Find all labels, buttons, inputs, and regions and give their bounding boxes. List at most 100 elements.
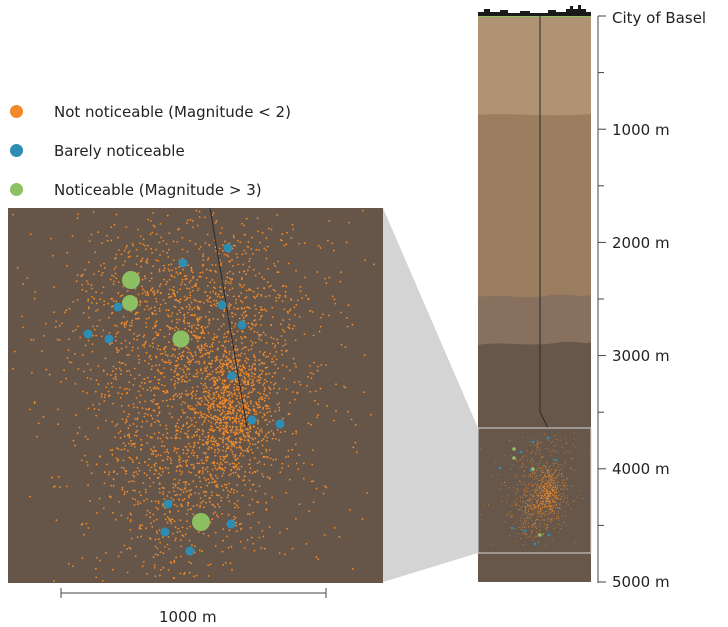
small-event-dot <box>216 379 218 381</box>
small-event-dot <box>185 461 188 464</box>
small-event-dot <box>199 506 201 508</box>
small-event-dot <box>206 459 208 462</box>
small-event-dot <box>211 427 213 430</box>
small-event-dot <box>551 505 552 507</box>
small-event-dot <box>219 397 222 400</box>
small-event-dot <box>216 462 219 464</box>
small-event-dot <box>272 337 275 340</box>
small-event-dot <box>178 309 181 312</box>
small-event-dot <box>89 368 92 371</box>
small-event-dot <box>234 419 237 421</box>
small-event-dot <box>133 446 136 448</box>
small-event-dot <box>154 545 157 548</box>
small-event-dot <box>84 344 87 347</box>
small-event-dot <box>530 507 532 509</box>
small-event-dot <box>200 501 203 504</box>
small-event-dot <box>171 327 174 330</box>
small-event-dot <box>221 373 224 375</box>
small-event-dot <box>75 280 78 283</box>
small-event-dot <box>550 495 551 497</box>
small-event-dot <box>131 242 134 245</box>
small-event-dot <box>544 489 546 491</box>
small-event-dot <box>192 334 195 337</box>
small-event-dot <box>124 444 127 447</box>
small-event-dot <box>266 411 269 414</box>
small-event-dot <box>549 475 551 477</box>
small-event-dot <box>166 280 169 283</box>
small-event-dot <box>525 533 527 535</box>
small-event-dot <box>138 358 141 361</box>
small-event-dot <box>222 433 225 435</box>
city-skyline <box>478 5 591 16</box>
small-event-dot <box>550 491 551 493</box>
small-event-dot <box>553 494 555 496</box>
small-event-dot <box>559 503 561 505</box>
small-event-dot <box>206 285 209 287</box>
small-event-dot <box>145 527 147 530</box>
small-event-dot <box>549 465 551 467</box>
small-event-dot <box>153 325 156 327</box>
noticeable-event-dot <box>122 295 138 311</box>
small-event-dot <box>188 368 191 371</box>
small-event-dot <box>144 277 147 280</box>
small-event-dot <box>239 428 242 431</box>
small-event-dot <box>176 377 179 380</box>
small-event-dot <box>192 463 195 466</box>
small-event-dot <box>308 510 310 513</box>
small-event-dot <box>81 459 83 462</box>
small-event-dot <box>198 216 201 218</box>
small-event-dot <box>546 496 548 498</box>
small-event-dot <box>213 400 216 402</box>
small-event-dot <box>230 545 233 548</box>
small-event-dot <box>244 401 247 403</box>
small-event-dot <box>532 494 534 496</box>
small-event-dot <box>265 501 268 504</box>
small-event-dot <box>212 512 215 515</box>
small-event-dot <box>291 547 294 550</box>
small-event-dot <box>74 329 77 331</box>
small-event-dot <box>155 313 157 315</box>
small-event-dot <box>344 346 347 348</box>
small-event-dot <box>204 451 207 454</box>
small-event-dot <box>351 323 354 326</box>
small-event-dot <box>147 294 150 297</box>
small-event-dot <box>184 487 187 489</box>
small-event-dot <box>81 557 84 559</box>
small-event-dot <box>184 445 187 448</box>
small-event-dot <box>538 466 540 468</box>
small-event-dot <box>558 524 560 526</box>
small-event-dot <box>227 431 230 434</box>
barely-noticeable-event-dot <box>160 527 170 537</box>
small-event-dot <box>237 401 240 403</box>
small-event-dot <box>321 313 324 316</box>
small-event-dot <box>243 224 246 227</box>
small-event-dot <box>545 506 547 508</box>
small-event-dot <box>520 483 522 485</box>
small-event-dot <box>232 466 235 469</box>
small-event-dot <box>229 429 232 432</box>
small-event-dot <box>167 405 169 407</box>
small-event-dot <box>159 551 162 553</box>
small-event-dot <box>260 324 262 326</box>
small-event-dot <box>541 472 543 474</box>
small-event-dot <box>325 486 328 489</box>
small-event-dot <box>254 471 257 473</box>
small-event-dot <box>71 235 74 237</box>
small-event-dot <box>222 362 225 365</box>
small-event-dot <box>155 248 157 251</box>
small-event-dot <box>543 482 545 484</box>
small-event-dot <box>235 458 238 461</box>
small-event-dot <box>224 287 226 289</box>
small-event-dot <box>210 366 213 369</box>
small-event-dot <box>85 522 88 525</box>
small-event-dot <box>526 499 528 501</box>
small-event-dot <box>251 364 254 367</box>
small-event-dot <box>235 432 237 435</box>
small-event-dot <box>213 281 216 284</box>
small-event-dot <box>539 510 541 512</box>
small-event-dot <box>273 387 275 390</box>
small-event-dot <box>188 539 191 542</box>
small-event-dot <box>119 430 122 433</box>
small-event-dot <box>93 273 95 275</box>
small-event-dot <box>170 315 173 317</box>
